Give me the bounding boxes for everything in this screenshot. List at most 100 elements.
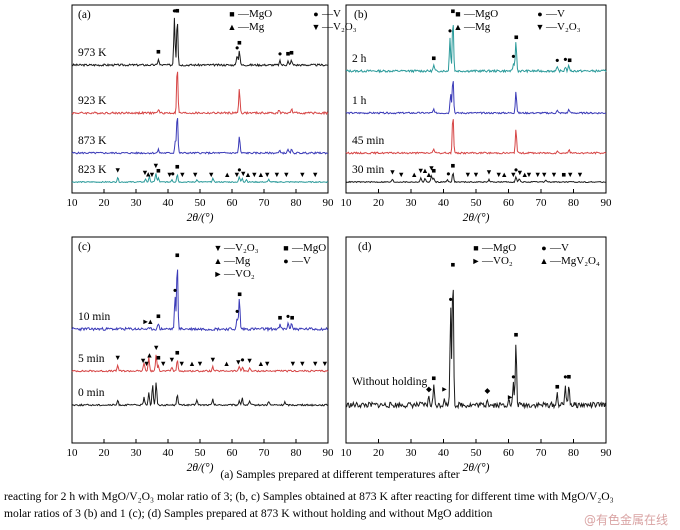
peak-marker: ■	[567, 56, 572, 65]
peak-marker: ■	[175, 250, 180, 259]
peak-marker: ▼	[178, 359, 185, 368]
plot-frame	[345, 236, 607, 444]
series-line-0	[345, 289, 607, 410]
peak-marker: ●	[563, 55, 568, 64]
x-tick-label: 10	[341, 447, 353, 459]
x-tick-label: 10	[341, 197, 353, 209]
x-tick-label: 30	[131, 197, 143, 209]
peak-marker: ▼	[550, 170, 557, 179]
legend-symbol: ▼	[214, 243, 223, 253]
peak-marker: ■	[561, 170, 566, 179]
legend-label: —MgV₂O₄	[549, 255, 600, 267]
panel-label: (a)	[78, 9, 91, 21]
peak-marker: ●	[514, 165, 519, 174]
peak-marker: ●	[286, 311, 291, 320]
peak-marker: ▼	[283, 170, 290, 179]
legend-symbol: ►	[214, 269, 223, 279]
peak-marker: ▼	[233, 170, 240, 179]
series-label: 873 K	[78, 135, 107, 147]
peak-marker: ▼	[152, 161, 159, 170]
x-tick-label: 70	[259, 447, 271, 459]
peak-marker: ▼	[114, 353, 121, 362]
caption-line-2: reacting for 2 h with MgO/V₂O₃ molar rat…	[4, 490, 614, 503]
panel-label: (c)	[78, 241, 91, 253]
peak-marker: ●	[171, 169, 176, 178]
peak-marker: ▼	[263, 359, 270, 368]
peak-marker: ▼	[166, 170, 173, 179]
legend-label: —V	[321, 8, 341, 20]
legend-label: —VO₂	[223, 268, 255, 280]
peak-marker: ▼	[541, 170, 548, 179]
legend-label: —V₂O₃	[545, 21, 581, 33]
peak-marker: ►	[142, 317, 149, 326]
plot-frame	[71, 236, 329, 444]
x-tick-label: 80	[291, 447, 303, 459]
peak-marker: ▲	[146, 351, 153, 360]
peak-marker: ▼	[251, 170, 258, 179]
series-label: 2 h	[352, 53, 367, 65]
peak-marker: ■	[175, 6, 180, 15]
x-tick-label: 80	[291, 197, 303, 209]
peak-marker: ■	[286, 49, 291, 58]
peak-marker: ▼	[311, 359, 318, 368]
x-axis-label: 2θ/(°)	[463, 462, 490, 474]
legend-symbol: ■	[455, 9, 460, 19]
legend-label: —VO₂	[481, 255, 513, 267]
peak-marker: ■	[451, 7, 456, 16]
peak-marker: ▲	[411, 170, 418, 179]
peak-marker: ▼	[235, 357, 242, 366]
peak-marker: ▼	[141, 168, 148, 177]
peak-marker: ■	[431, 166, 436, 175]
x-tick-label: 50	[471, 197, 483, 209]
x-tick-label: 50	[195, 447, 207, 459]
peak-marker: ●	[448, 295, 453, 304]
x-tick-label: 40	[438, 447, 450, 459]
x-tick-label: 60	[503, 447, 515, 459]
peak-marker: ▲	[188, 359, 195, 368]
peak-marker: ▼	[196, 359, 203, 368]
series-label: 973 K	[78, 47, 107, 59]
legend-symbol: ▲	[214, 256, 223, 266]
peak-marker: ▼	[576, 170, 583, 179]
peak-marker: ●	[173, 285, 178, 294]
x-tick-label: 10	[67, 447, 79, 459]
x-tick-label: 70	[536, 197, 548, 209]
series-label: 30 min	[352, 164, 385, 176]
panel-label: (d)	[358, 241, 372, 253]
peak-marker: ■	[555, 382, 560, 391]
series-line-2	[345, 119, 607, 155]
legend-label: —Mg	[463, 21, 491, 33]
peak-marker: ▼	[516, 168, 523, 177]
x-tick-label: 20	[99, 447, 111, 459]
x-tick-label: 10	[67, 197, 79, 209]
caption-line-1: (a) Samples prepared at different temper…	[220, 468, 460, 481]
peak-marker: ▼	[495, 170, 502, 179]
peak-marker: ●	[511, 52, 516, 61]
peak-marker: ▼	[485, 167, 492, 176]
peak-marker: ▼	[428, 163, 435, 172]
peak-marker: ●	[511, 372, 516, 381]
series-label: 0 min	[78, 387, 105, 399]
legend-label: —Mg	[237, 21, 265, 33]
peak-marker: ▼	[207, 170, 214, 179]
peak-marker: ▼	[273, 170, 280, 179]
x-tick-label: 50	[471, 447, 483, 459]
peak-marker: ■	[156, 353, 161, 362]
series-line-1	[71, 354, 329, 373]
peak-marker: ■	[278, 313, 283, 322]
peak-marker: ▼	[389, 167, 396, 176]
x-axis-label: 2θ/(°)	[187, 462, 214, 474]
peak-marker: ▼	[148, 170, 155, 179]
series-label: 823 K	[78, 164, 107, 176]
peak-marker: ■	[175, 348, 180, 357]
x-tick-label: 30	[406, 447, 418, 459]
peak-marker: ■	[451, 161, 456, 170]
x-tick-label: 20	[373, 197, 385, 209]
series-line-0	[71, 269, 329, 332]
peak-marker: ●	[448, 26, 453, 35]
peak-marker: ●	[240, 355, 245, 364]
panel-label: (b)	[354, 9, 368, 21]
peak-marker: ▲	[501, 170, 508, 179]
